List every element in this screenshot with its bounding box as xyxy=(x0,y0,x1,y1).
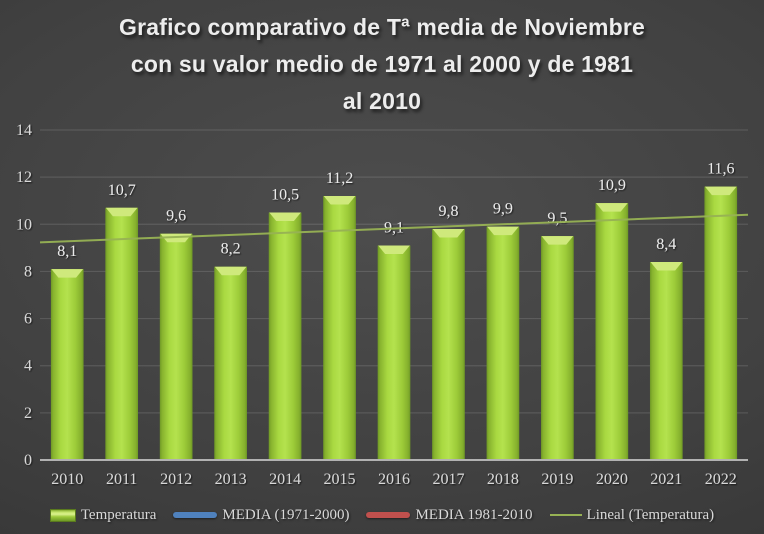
chart-title-line-3: al 2010 xyxy=(342,88,422,114)
x-axis-label-2015: 2015 xyxy=(324,471,356,488)
y-axis-label: 6 xyxy=(24,311,32,328)
bar-data-label-2019: 9,5 xyxy=(547,210,567,227)
bar-body xyxy=(541,236,574,460)
x-axis-labels: 2010 2011 2012 2013 2014 2015 2016 2017 2018 2019… xyxy=(51,471,737,488)
legend-item-temperatura: Temperatura xyxy=(49,506,157,524)
x-axis-label-2011: 2011 xyxy=(106,471,137,488)
bar-data-label-2020: 10,9 xyxy=(598,177,626,194)
bar-top-bevel xyxy=(105,207,138,217)
bar-data-label-2013: 8,2 xyxy=(221,241,241,258)
bar-2010 xyxy=(50,269,84,460)
bar-data-label-2017: 9,8 xyxy=(438,203,458,220)
x-axis-label-2014: 2014 xyxy=(269,471,301,488)
bar-data-label-2022: 11,6 xyxy=(707,161,734,178)
red-line-swatch-icon xyxy=(366,512,411,518)
bar-data-label-2021: 8,4 xyxy=(656,236,676,253)
y-axis-label: 8 xyxy=(24,263,32,280)
x-axis-label-2021: 2021 xyxy=(650,471,682,488)
y-axis-labels: 0 2 4 6 8 10 12 14 xyxy=(16,122,32,469)
bar-data-label-2011: 10,7 xyxy=(108,182,136,199)
legend-item-lineal-temperatura: Lineal (Temperatura) xyxy=(549,506,715,524)
bar-top-bevel xyxy=(214,266,247,276)
legend-label-temperatura: Temperatura xyxy=(80,506,157,523)
bar-data-label-2015: 11,2 xyxy=(326,170,353,187)
bar-body xyxy=(50,269,84,460)
bar-body xyxy=(159,233,193,460)
bar-data-label-2012: 9,6 xyxy=(166,208,186,225)
bar-top-bevel xyxy=(323,196,356,205)
bar-top-bevel xyxy=(704,186,737,196)
bar-data-label-2018: 9,9 xyxy=(493,201,513,218)
bar-2022 xyxy=(704,186,738,461)
chart-legend: Temperatura MEDIA (1971-2000) MEDIA 1981… xyxy=(0,501,764,529)
x-axis-label-2022: 2022 xyxy=(705,471,737,488)
bar-top-bevel xyxy=(596,203,628,212)
x-axis-label-2019: 2019 xyxy=(541,471,573,488)
bar-2018 xyxy=(486,226,520,460)
x-axis-label-2017: 2017 xyxy=(432,471,464,488)
legend-item-media-1981-2010: MEDIA 1981-2010 xyxy=(366,506,533,524)
y-axis-label: 10 xyxy=(16,216,32,233)
bar-2017 xyxy=(432,229,465,460)
bar-2021 xyxy=(649,262,683,460)
bar-swatch-icon xyxy=(49,508,76,522)
chart-title: Grafico comparativo de Tª media de Novie… xyxy=(0,9,764,120)
x-axis-label-2020: 2020 xyxy=(596,471,628,488)
bar-body xyxy=(704,186,738,461)
bar-top-bevel xyxy=(378,245,410,254)
bar-2020 xyxy=(595,203,629,461)
bar-2019 xyxy=(541,236,574,460)
bar-2012 xyxy=(159,233,193,460)
x-axis-label-2010: 2010 xyxy=(51,471,83,488)
temperatura-bar-series xyxy=(50,186,738,461)
bar-body xyxy=(595,203,629,461)
x-axis-label-2013: 2013 xyxy=(215,471,247,488)
legend-label-media-1971-2000: MEDIA (1971-2000) xyxy=(222,506,350,523)
bar-top-bevel xyxy=(650,262,683,271)
bar-data-label-2014: 10,5 xyxy=(271,187,299,204)
bar-body xyxy=(377,245,411,460)
x-axis-label-2018: 2018 xyxy=(487,471,519,488)
bar-2015 xyxy=(323,196,356,460)
bar-2011 xyxy=(105,207,139,460)
trend-line-temperatura xyxy=(39,213,749,244)
bar-body xyxy=(323,196,356,460)
bar-2014 xyxy=(268,212,302,460)
bar-body xyxy=(105,207,139,460)
y-axis-label: 4 xyxy=(24,358,32,375)
x-axis-label-2012: 2012 xyxy=(160,471,192,488)
legend-item-media-1971-2000: MEDIA (1971-2000) xyxy=(173,507,349,524)
bar-2016 xyxy=(377,245,411,460)
bar-body xyxy=(486,226,520,460)
bar-body xyxy=(649,262,683,460)
y-axis-label: 14 xyxy=(16,122,32,139)
bar-body xyxy=(432,229,465,460)
legend-label-lineal-temperatura: Lineal (Temperatura) xyxy=(586,506,715,523)
bar-data-labels: 8,110,79,68,210,511,29,19,89,99,510,98,4… xyxy=(57,161,734,261)
bar-body xyxy=(268,212,302,460)
bar-top-bevel xyxy=(51,269,84,278)
y-axis-label: 2 xyxy=(24,405,32,422)
x-axis-label-2016: 2016 xyxy=(378,471,410,488)
bar-data-label-2010: 8,1 xyxy=(57,243,77,260)
y-axis-label: 12 xyxy=(16,169,32,186)
bar-body xyxy=(214,266,247,460)
bar-top-bevel xyxy=(269,212,301,221)
trend-line-swatch-icon xyxy=(549,514,582,516)
chart-title-line-2: con su valor medio de 1971 al 2000 y de … xyxy=(130,51,634,77)
y-axis-label: 0 xyxy=(24,452,32,469)
legend-label-media-1981-2010: MEDIA 1981-2010 xyxy=(415,506,533,523)
bar-2013 xyxy=(214,266,247,460)
blue-line-swatch-icon xyxy=(173,512,218,518)
chart-title-line-1: Grafico comparativo de Tª media de Novie… xyxy=(118,14,646,40)
